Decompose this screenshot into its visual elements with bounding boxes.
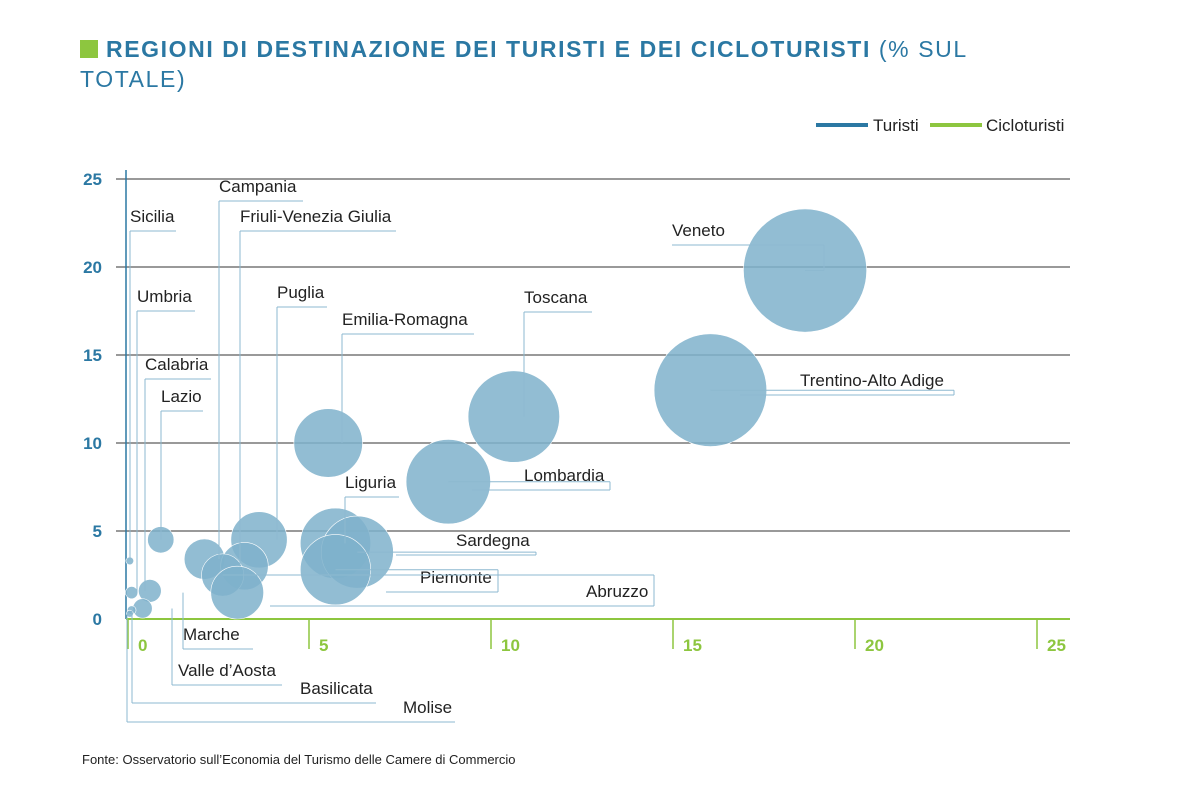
bubble-label: Veneto [672,221,725,240]
bubble-label: Sardegna [456,531,530,550]
bubble-label: Abruzzo [586,582,648,601]
legend-label-turisti: Turisti [873,116,919,135]
bubble-toscana [467,370,560,463]
bubble-label: Basilicata [300,679,373,698]
y-tick-label: 15 [83,346,102,365]
bubble-umbria [125,586,139,600]
chart-title-suffix: (% SUL TOTALE) [80,36,967,92]
bubble-label: Calabria [145,355,209,374]
bubble-label: Puglia [277,283,325,302]
bubble-marche [210,565,264,620]
bubble-label: Friuli-Venezia Giulia [240,207,392,226]
bubble-label: Piemonte [420,568,492,587]
source-note: Fonte: Osservatorio sull’Economia del Tu… [82,752,516,767]
bubble-label: Umbria [137,287,192,306]
bubble-label: Emilia-Romagna [342,310,468,329]
bubble-label: Sicilia [130,207,175,226]
bubble-label: Lombardia [524,466,605,485]
title-marker-square [80,40,98,58]
x-tick-label: 5 [319,636,328,655]
bubble-label: Marche [183,625,240,644]
x-tick-label: 25 [1047,636,1066,655]
chart-title: REGIONI DI DESTINAZIONE DEI TURISTI E DE… [80,34,1080,94]
bubble-label: Liguria [345,473,397,492]
bubble-label: Trentino-Alto Adige [800,371,944,390]
y-tick-label: 20 [83,258,102,277]
y-tick-label: 25 [83,170,102,189]
bubble-label: Molise [403,698,452,717]
bubble-label: Valle d’Aosta [178,661,277,680]
bubble-emilia-romagna [293,408,363,478]
x-tick-label: 20 [865,636,884,655]
bubble-label: Campania [219,177,297,196]
bubble-label: Toscana [524,288,588,307]
y-tick-label: 5 [93,522,102,541]
x-tick-label: 15 [683,636,702,655]
y-tick-label: 0 [93,610,102,629]
chart-title-main: REGIONI DI DESTINAZIONE DEI TURISTI E DE… [106,36,871,62]
legend-label-cicloturisti: Cicloturisti [986,116,1064,135]
bubble-label: Lazio [161,387,202,406]
x-tick-label: 0 [138,636,147,655]
y-tick-label: 10 [83,434,102,453]
x-tick-label: 10 [501,636,520,655]
